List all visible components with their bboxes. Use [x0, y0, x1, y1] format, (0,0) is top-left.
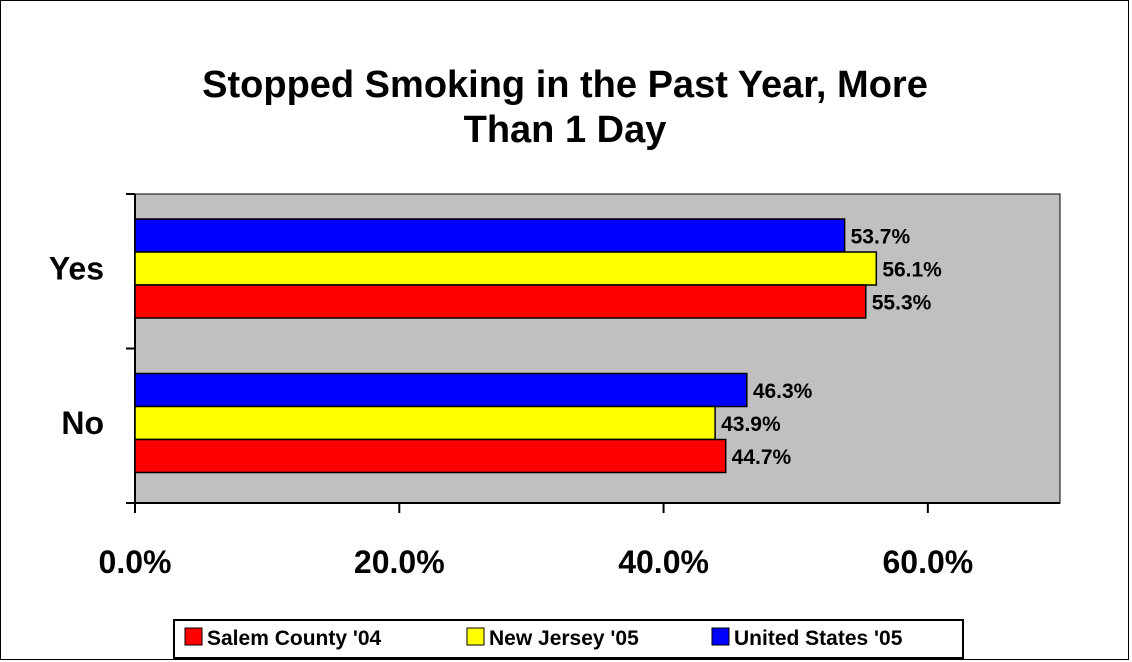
data-label-no-salem-county-04: 44.7% [732, 446, 792, 469]
x-tick-label-60-0: 60.0% [882, 544, 973, 580]
x-axis: 0.0% 20.0% 40.0% 60.0% [99, 502, 1060, 580]
bar-no-new-jersey-05 [134, 405, 716, 441]
legend: Salem County '04 New Jersey '05 United S… [173, 619, 964, 659]
x-tick-label-40-0: 40.0% [618, 544, 709, 580]
bar-yes-united-states-05 [134, 218, 846, 253]
bar-yes-new-jersey-05 [134, 251, 878, 286]
legend-label-salem-county: Salem County '04 [207, 627, 382, 650]
legend-label-united-states: United States '05 [734, 627, 903, 650]
category-label-yes: Yes [49, 251, 104, 287]
data-label-yes-new-jersey-05: 56.1% [882, 259, 942, 282]
bar-no-salem-county-04 [134, 438, 727, 474]
bar-yes-salem-county-04 [134, 284, 867, 319]
data-label-yes-salem-county-04: 55.3% [872, 292, 932, 315]
bar-no-united-states-05 [134, 372, 748, 408]
data-label-no-new-jersey-05: 43.9% [721, 413, 781, 436]
legend-label-new-jersey: New Jersey '05 [489, 627, 639, 650]
x-tick-label-20-0: 20.0% [354, 544, 445, 580]
legend-swatch-new-jersey [466, 627, 485, 646]
x-tick-label-0-0: 0.0% [99, 544, 172, 580]
legend-box [173, 619, 964, 659]
data-label-no-united-states-05: 46.3% [753, 380, 813, 403]
chart-title-line-1: Stopped Smoking in the Past Year, More [202, 64, 928, 106]
category-label-no: No [61, 405, 104, 441]
legend-swatch-salem-county [184, 627, 203, 646]
data-label-yes-united-states-05: 53.7% [851, 226, 911, 249]
legend-swatch-united-states [711, 627, 730, 646]
bars-group: 53.7% 56.1% 55.3% 46.3% 43.9% 44.7% [134, 218, 942, 474]
chart-title-line-2: Than 1 Day [464, 109, 667, 151]
y-axis: Yes No [49, 193, 136, 504]
